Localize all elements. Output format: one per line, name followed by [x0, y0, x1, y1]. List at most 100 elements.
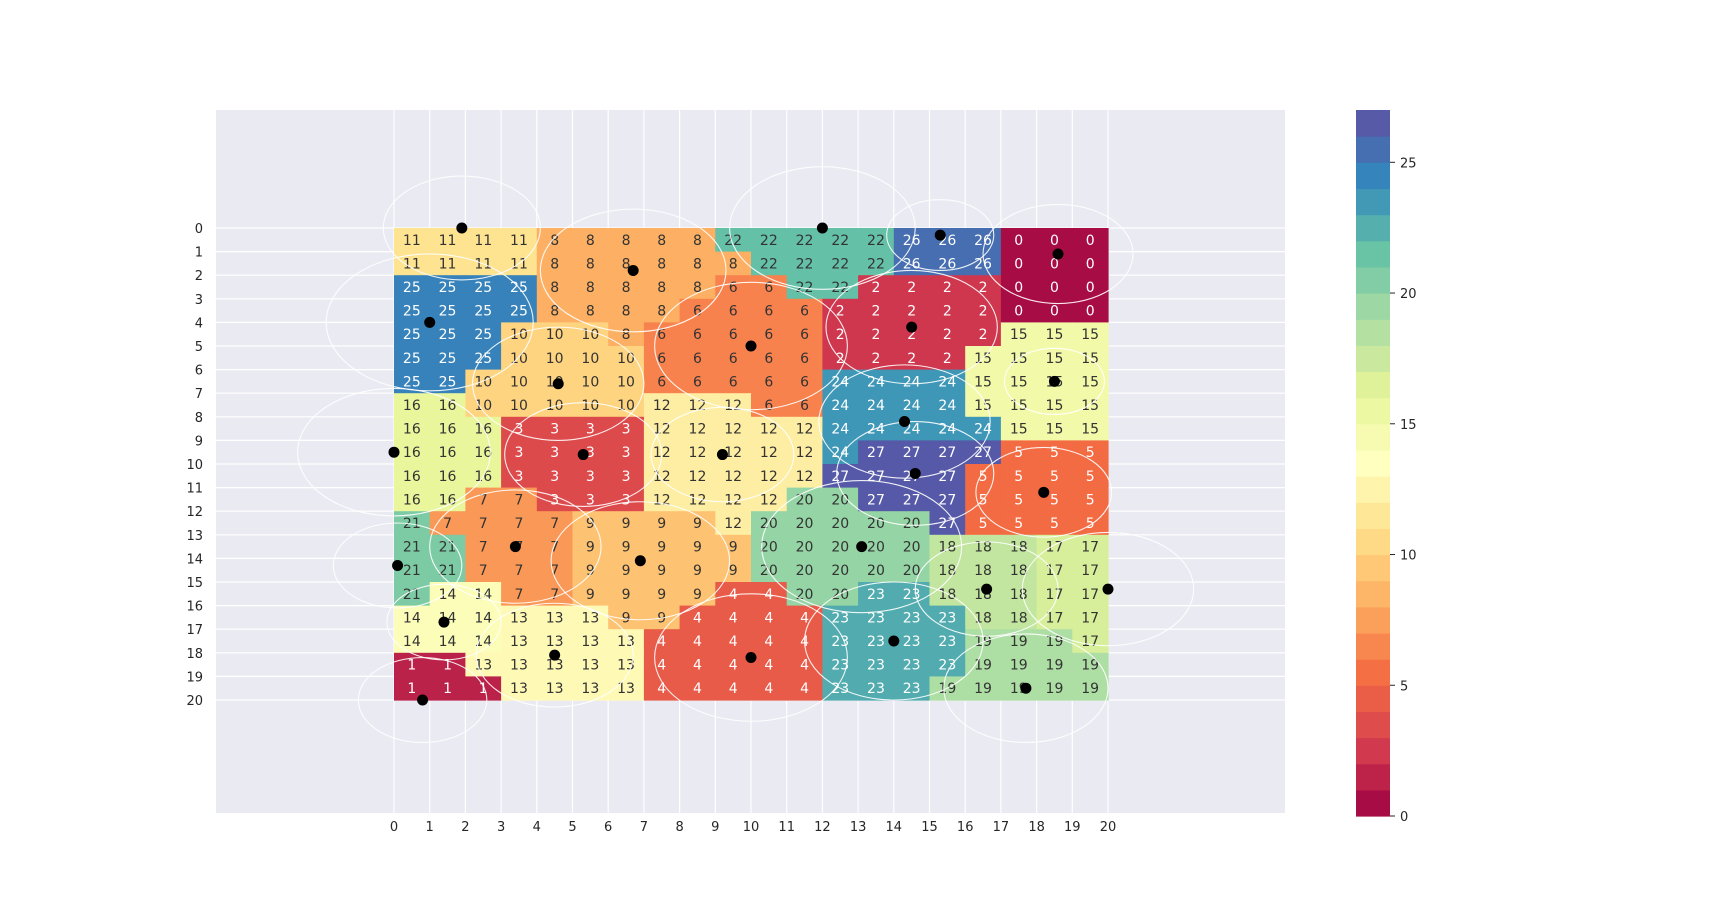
cell-label: 10: [510, 351, 528, 367]
cell-label: 6: [764, 304, 773, 320]
heatmap-cell: [643, 251, 681, 276]
y-tick-label: 7: [195, 387, 203, 402]
heatmap-cell: [608, 369, 645, 394]
heatmap-cell: [858, 393, 895, 418]
cell-label: 5: [1050, 516, 1059, 532]
heatmap-cell: [394, 629, 431, 654]
y-tick-label: 19: [186, 670, 203, 685]
y-tick-label: 13: [186, 529, 203, 544]
cell-label: 17: [1081, 540, 1099, 556]
cell-label: 5: [1086, 445, 1095, 461]
cell-label: 16: [474, 445, 492, 461]
cell-label: 19: [974, 681, 992, 697]
cell-label: 9: [586, 563, 595, 579]
heatmap-cell: [1036, 582, 1073, 607]
heatmap-cell: [679, 298, 716, 323]
cell-label: 0: [1086, 304, 1095, 320]
heatmap-cell: [501, 393, 538, 418]
heatmap-cell: [465, 511, 502, 536]
cell-label: 15: [1081, 422, 1099, 438]
heatmap-cell: [536, 346, 574, 371]
cell-label: 24: [867, 398, 885, 414]
seed-point: [456, 222, 468, 234]
heatmap-cell: [394, 534, 431, 559]
heatmap-cell: [751, 346, 788, 371]
cell-label: 9: [622, 563, 631, 579]
heatmap-cell: [1072, 534, 1109, 559]
x-tick-label: 3: [497, 820, 505, 835]
seed-point: [816, 222, 828, 234]
cell-label: 25: [403, 374, 421, 390]
cell-label: 6: [764, 280, 773, 296]
region-circle: [382, 175, 541, 281]
cell-label: 23: [867, 610, 885, 626]
colorbar-segment: [1356, 371, 1390, 399]
heatmap-cell: [465, 605, 502, 630]
seed-point: [509, 541, 521, 553]
region-circle: [825, 269, 998, 385]
heatmap-cell: [715, 275, 752, 300]
heatmap-cell: [1036, 652, 1073, 677]
cell-label: 12: [724, 516, 742, 532]
cell-label: 23: [867, 587, 885, 603]
cell-label: 27: [867, 445, 885, 461]
cell-label: 27: [903, 445, 921, 461]
cell-label: 8: [729, 256, 738, 272]
heatmap-cell: [751, 322, 788, 347]
seed-point: [417, 694, 429, 706]
colorbar-segment: [1356, 737, 1390, 765]
colorbar-segment: [1356, 110, 1390, 137]
cell-label: 5: [1014, 516, 1023, 532]
heatmap-cell: [536, 676, 574, 701]
heatmap-cell: [429, 558, 466, 583]
cell-label: 24: [831, 422, 849, 438]
cell-label: 25: [439, 351, 457, 367]
heatmap-cell: [715, 369, 752, 394]
region-circle: [975, 446, 1113, 538]
heatmap-cell: [965, 298, 1002, 323]
heatmap-cell: [679, 605, 716, 630]
y-tick-label: 2: [195, 269, 203, 284]
cell-label: 2: [943, 327, 952, 343]
heatmap-cell: [751, 416, 788, 441]
cell-label: 19: [1010, 634, 1028, 650]
cell-label: 25: [403, 351, 421, 367]
cell-label: 12: [724, 469, 742, 485]
heatmap-cell: [679, 676, 716, 701]
cell-label: 9: [586, 587, 595, 603]
cell-label: 4: [657, 681, 666, 697]
colorbar-segment: [1356, 711, 1390, 739]
cell-label: 4: [729, 681, 738, 697]
cell-label: 12: [724, 398, 742, 414]
cell-label: 15: [1010, 398, 1028, 414]
colorbar-segment: [1356, 240, 1390, 268]
cell-label: 8: [550, 280, 559, 296]
heatmap-cell: [1072, 275, 1109, 300]
heatmap-cell: [394, 228, 431, 253]
cell-label: 2: [836, 327, 845, 343]
cell-label: 13: [581, 658, 599, 674]
cell-label: 3: [622, 469, 631, 485]
heatmap-cell: [465, 440, 502, 465]
seed-point: [856, 541, 868, 553]
heatmap-cell: [893, 605, 931, 630]
heatmap-cell: [751, 228, 788, 253]
heatmap-cell: [893, 440, 931, 465]
cell-label: 15: [1010, 422, 1028, 438]
colorbar-segment: [1356, 528, 1390, 556]
cell-label: 14: [474, 610, 492, 626]
heatmap-cell: [679, 251, 716, 276]
cell-label: 15: [1010, 327, 1028, 343]
heatmap-cell: [572, 464, 609, 489]
colorbar-segment: [1356, 763, 1390, 791]
region-circle: [650, 406, 795, 503]
heatmap-cell: [751, 511, 788, 536]
cell-label: 5: [1014, 445, 1023, 461]
cell-label: 3: [622, 445, 631, 461]
cell-label: 8: [586, 233, 595, 249]
y-tick-label: 8: [195, 411, 203, 426]
region-circle: [325, 253, 534, 392]
cell-label: 6: [693, 304, 702, 320]
cell-label: 7: [479, 492, 488, 508]
heatmap-cell: [893, 228, 931, 253]
